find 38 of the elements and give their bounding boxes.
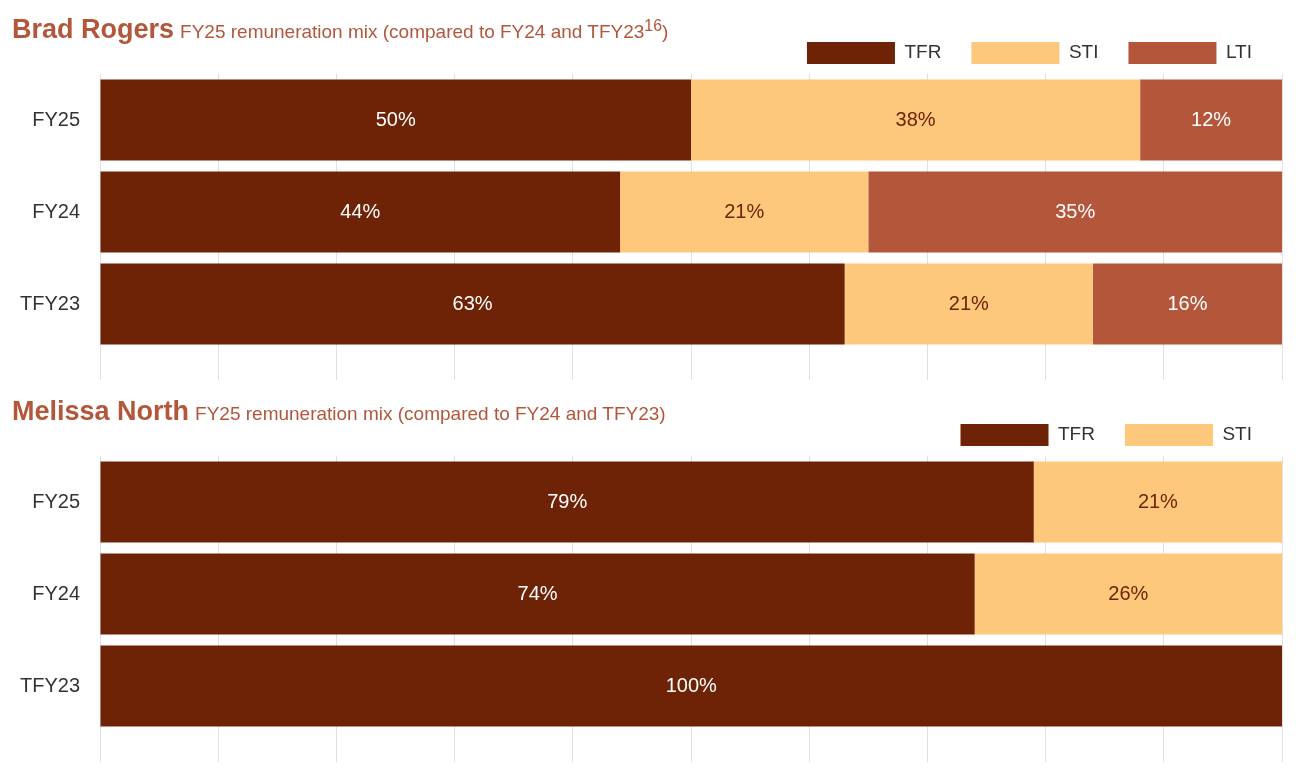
bar xyxy=(844,263,1093,345)
bar xyxy=(100,263,845,345)
bar xyxy=(1140,79,1282,161)
data-label: 21% xyxy=(724,199,765,222)
legend-label: TFR xyxy=(1058,423,1095,445)
bar xyxy=(100,171,621,253)
legend-label: TFR xyxy=(904,41,942,63)
chart-title: Melissa North xyxy=(12,396,190,426)
data-label: 79% xyxy=(547,489,588,512)
bar xyxy=(1092,263,1282,345)
data-label: 50% xyxy=(375,107,416,130)
legend-label: LTI xyxy=(1225,41,1253,63)
data-label: 100% xyxy=(665,673,718,696)
y-tick-label: FY24 xyxy=(32,199,81,222)
chart-subtitle: FY25 remuneration mix (compared to FY24 and TFY23) xyxy=(195,403,666,424)
y-tick-label: FY25 xyxy=(32,489,81,512)
data-label: 38% xyxy=(895,107,936,130)
legend-label: STI xyxy=(1068,41,1099,63)
data-label: 12% xyxy=(1191,107,1232,130)
chart-title: Brad Rogers xyxy=(12,14,175,44)
bar xyxy=(868,171,1282,253)
data-label: 44% xyxy=(340,199,381,222)
y-tick-label: FY25 xyxy=(32,107,81,130)
bar xyxy=(100,79,692,161)
y-tick-label: TFY23 xyxy=(19,673,81,696)
data-label: 74% xyxy=(517,581,558,604)
chart-subtitle: FY25 remuneration mix (compared to FY24 and TFY23$^{16}$) xyxy=(180,16,669,42)
data-label: 21% xyxy=(1137,489,1179,512)
data-label: 21% xyxy=(948,291,990,314)
bar xyxy=(620,171,869,253)
legend-label: STI xyxy=(1222,423,1252,445)
data-label: 63% xyxy=(452,291,493,314)
data-label: 35% xyxy=(1055,199,1096,222)
data-label: 26% xyxy=(1108,581,1149,604)
y-tick-label: FY24 xyxy=(32,581,81,604)
y-tick-label: TFY23 xyxy=(19,291,81,314)
bar xyxy=(691,79,1141,161)
data-label: 16% xyxy=(1167,291,1208,314)
